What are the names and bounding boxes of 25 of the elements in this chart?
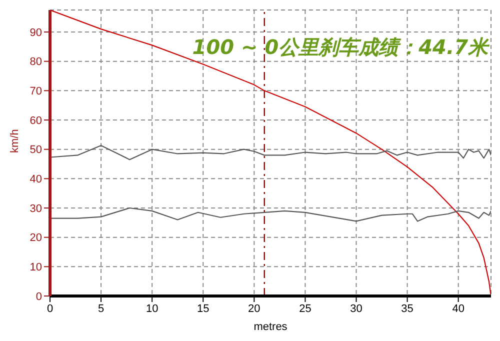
x-tick-label: 30: [350, 302, 362, 315]
line-series: [50, 10, 491, 296]
x-tick-label: 10: [146, 302, 158, 315]
x-tick-label: 40: [452, 302, 464, 315]
y-tick-label: 50: [30, 144, 42, 156]
y-tick-label: 20: [30, 232, 42, 244]
y-tick-label: 30: [30, 202, 42, 215]
y-axis-title: km/h: [8, 129, 21, 153]
line-series: [50, 207, 491, 222]
x-tick-label: 0: [46, 302, 54, 315]
y-tick-label: 80: [30, 56, 42, 68]
y-tick-label: 40: [30, 174, 42, 186]
y-tick-label: 0: [36, 290, 42, 303]
line-series: [50, 144, 491, 160]
x-tick-label: 15: [197, 302, 210, 315]
x-tick-label: 35: [401, 302, 414, 315]
x-tick-label: 5: [98, 302, 104, 315]
y-tick-label: 10: [30, 262, 42, 274]
x-tick-label: 25: [299, 302, 312, 315]
y-tick-label: 60: [30, 114, 42, 127]
y-tick-label: 70: [30, 86, 42, 98]
y-tick-label: 90: [30, 26, 42, 39]
x-axis-title: metres: [254, 321, 288, 333]
text: 100 ~ 0公里刹车成绩：44.7米: [191, 34, 488, 61]
x-tick-label: 20: [248, 302, 260, 315]
